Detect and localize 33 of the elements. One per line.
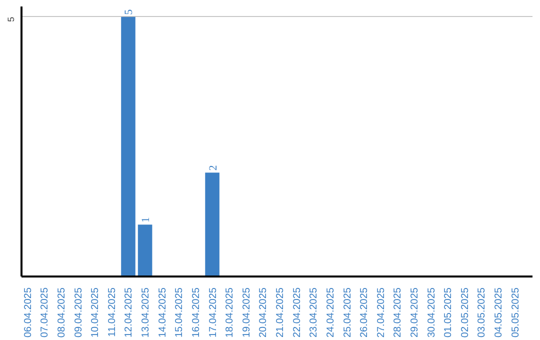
x-tick-label: 09.04.2025 (73, 287, 84, 338)
x-tick-label: 05.05.2025 (510, 287, 522, 338)
x-tick-label: 24.04.2025 (325, 287, 336, 338)
x-tick-label: 23.04.2025 (308, 287, 320, 338)
x-tick-label: 07.04.2025 (40, 287, 51, 338)
data-label: 1 (140, 217, 152, 223)
x-tick-label: 06.04.2025 (22, 287, 34, 338)
x-tick-label: 29.04.2025 (409, 287, 420, 338)
x-tick-label: 01.05.2025 (443, 287, 454, 338)
x-tick-label: 30.04.2025 (426, 287, 438, 338)
x-tick-label: 18.04.2025 (224, 287, 236, 338)
x-tick-label: 14.04.2025 (157, 287, 168, 338)
x-tick-label: 10.04.2025 (90, 287, 102, 338)
x-tick-label: 20.04.2025 (258, 287, 270, 338)
x-tick-label: 27.04.2025 (376, 287, 387, 338)
x-tick-label: 03.05.2025 (476, 287, 488, 338)
x-tick-label: 13.04.2025 (140, 287, 152, 338)
data-label: 2 (207, 165, 220, 171)
x-tick-label: 15.04.2025 (174, 287, 186, 338)
x-tick-label: 28.04.2025 (392, 287, 404, 338)
x-tick-label: 19.04.2025 (241, 287, 252, 338)
x-tick-label: 12.04.2025 (124, 287, 135, 338)
x-tick-label: 11.04.2025 (106, 287, 118, 337)
x-tick-label: 08.04.2025 (56, 287, 68, 338)
x-tick-label: 25.04.2025 (342, 287, 354, 338)
data-label: 5 (123, 8, 136, 15)
x-tick-label: 16.04.2025 (190, 287, 202, 338)
x-tick-label: 02.05.2025 (460, 287, 471, 338)
x-tick-label: 22.04.2025 (292, 287, 303, 338)
x-tick-label: 04.05.2025 (494, 287, 505, 338)
x-tick-label: 17.04.2025 (208, 287, 219, 338)
x-tick-label: 26.04.2025 (359, 287, 370, 338)
x-tick-label: 21.04.2025 (275, 287, 286, 338)
